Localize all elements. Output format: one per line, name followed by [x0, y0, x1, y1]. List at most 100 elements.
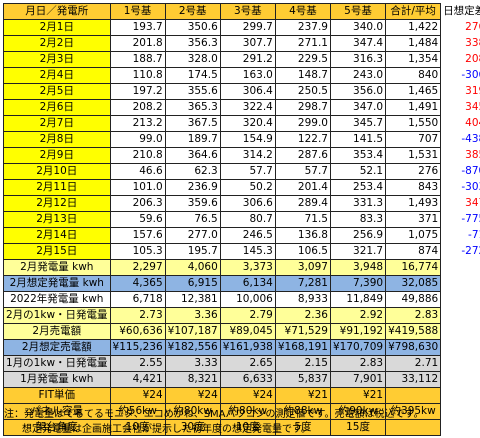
value-cell: 271.1	[274, 35, 331, 52]
summary-value: 7,901	[329, 371, 387, 388]
summary-value: 11,849	[329, 291, 387, 308]
value-cell: 874	[385, 243, 442, 260]
value-cell: 195.7	[164, 243, 221, 260]
value-cell: 52.1	[329, 163, 387, 180]
date-cell: 2月7日	[3, 115, 111, 132]
date-cell: 2月4日	[3, 67, 111, 84]
power-generation-table: 月日／発電所 1号基 2号基 3号基 4号基 5号基 合計/平均 日想定差 2月…	[3, 3, 480, 436]
summary-value: 2.79	[219, 307, 276, 324]
date-cell: 2月11日	[3, 179, 111, 196]
summary-value	[385, 387, 442, 404]
diff-cell: 385	[465, 149, 480, 161]
value-cell: 289.4	[274, 195, 331, 212]
summary-value	[385, 419, 442, 436]
summary-value: ¥21	[329, 387, 387, 404]
summary-value: ¥170,709	[329, 339, 387, 356]
value-cell: 1,550	[385, 115, 442, 132]
value-cell: 307.7	[219, 35, 276, 52]
summary-label: 2月想定発電量 kwh	[3, 275, 111, 292]
value-cell: 843	[385, 179, 442, 196]
value-cell: 287.6	[274, 147, 331, 164]
value-cell: 236.9	[164, 179, 221, 196]
summary-value: ¥89,045	[219, 323, 276, 340]
value-cell: 299.7	[219, 19, 276, 36]
summary-value: 6,718	[109, 291, 166, 308]
value-cell: 356.3	[164, 35, 221, 52]
summary-value: 6,134	[219, 275, 276, 292]
summary-value: 6,633	[219, 371, 276, 388]
value-cell: 322.4	[219, 99, 276, 116]
value-cell: 201.4	[274, 179, 331, 196]
value-cell: 101.0	[109, 179, 166, 196]
header-unit2: 2号基	[164, 3, 221, 20]
summary-row-feb-kwh: 2月発電量 kwh 2,297 4,060 3,373 3,097 3,948 16,774	[3, 259, 480, 276]
value-cell: 298.7	[274, 99, 331, 116]
value-cell: 189.7	[164, 131, 221, 148]
date-cell: 2月1日	[3, 19, 111, 36]
value-cell: 328.0	[164, 51, 221, 68]
value-cell: 253.4	[329, 179, 387, 196]
summary-value: 3,948	[329, 259, 387, 276]
diff-cell: -272	[461, 245, 480, 257]
summary-value: ¥24	[109, 387, 166, 404]
value-cell: 306.6	[219, 195, 276, 212]
summary-value: 2.71	[385, 355, 442, 372]
summary-row-feb-est-rev: 2月想定売電額 ¥115,236 ¥182,556 ¥161,938 ¥168,191 ¥…	[3, 339, 480, 356]
value-cell: 340.0	[329, 19, 387, 36]
value-cell: 141.5	[329, 131, 387, 148]
value-cell: 188.7	[109, 51, 166, 68]
value-cell: 250.5	[274, 83, 331, 100]
value-cell: 197.2	[109, 83, 166, 100]
date-cell: 2月14日	[3, 227, 111, 244]
value-cell: 347.0	[329, 99, 387, 116]
value-cell: 256.9	[329, 227, 387, 244]
value-cell: 105.3	[109, 243, 166, 260]
date-cell: 2月10日	[3, 163, 111, 180]
value-cell: 707	[385, 131, 442, 148]
summary-value: 10,006	[219, 291, 276, 308]
summary-value: 2,297	[109, 259, 166, 276]
date-cell: 2月9日	[3, 147, 111, 164]
summary-row-angle: 架台角度 10度 30度 10度 5度 15度	[3, 419, 480, 436]
value-cell: 367.5	[164, 115, 221, 132]
blank-cell	[440, 291, 480, 308]
summary-value: ¥168,191	[274, 339, 331, 356]
value-cell: 163.0	[219, 67, 276, 84]
diff-cell: -71	[468, 229, 480, 241]
value-cell: 62.3	[164, 163, 221, 180]
diff-cell: -870	[461, 165, 480, 177]
value-cell: 193.7	[109, 19, 166, 36]
summary-value: 2.65	[219, 355, 276, 372]
summary-label: 2月想定売電額	[3, 339, 111, 356]
summary-value: 2.92	[329, 307, 387, 324]
blank-cell	[440, 371, 480, 388]
summary-value: 10度	[219, 419, 276, 436]
summary-value: 3,373	[219, 259, 276, 276]
value-cell: 371	[385, 211, 442, 228]
summary-value: 4,060	[164, 259, 221, 276]
value-cell: 345.7	[329, 115, 387, 132]
value-cell: 154.9	[219, 131, 276, 148]
summary-value: 49,886	[385, 291, 442, 308]
value-cell: 277.0	[164, 227, 221, 244]
value-cell: 1,484	[385, 35, 442, 52]
summary-row-feb-daily: 2月の1kw・日発電量 2.73 3.36 2.79 2.36 2.92 2.83	[3, 307, 480, 324]
diff-cell: -775	[461, 213, 480, 225]
value-cell: 83.3	[329, 211, 387, 228]
value-cell: 136.8	[274, 227, 331, 244]
value-cell: 291.2	[219, 51, 276, 68]
summary-row-jan-kwh: 1月発電量 kwh 4,421 8,321 6,633 5,837 7,901 33,112	[3, 371, 480, 388]
summary-value: ¥24	[219, 387, 276, 404]
summary-value: 2.83	[329, 355, 387, 372]
summary-value: 2.15	[274, 355, 331, 372]
summary-value: 2.55	[109, 355, 166, 372]
